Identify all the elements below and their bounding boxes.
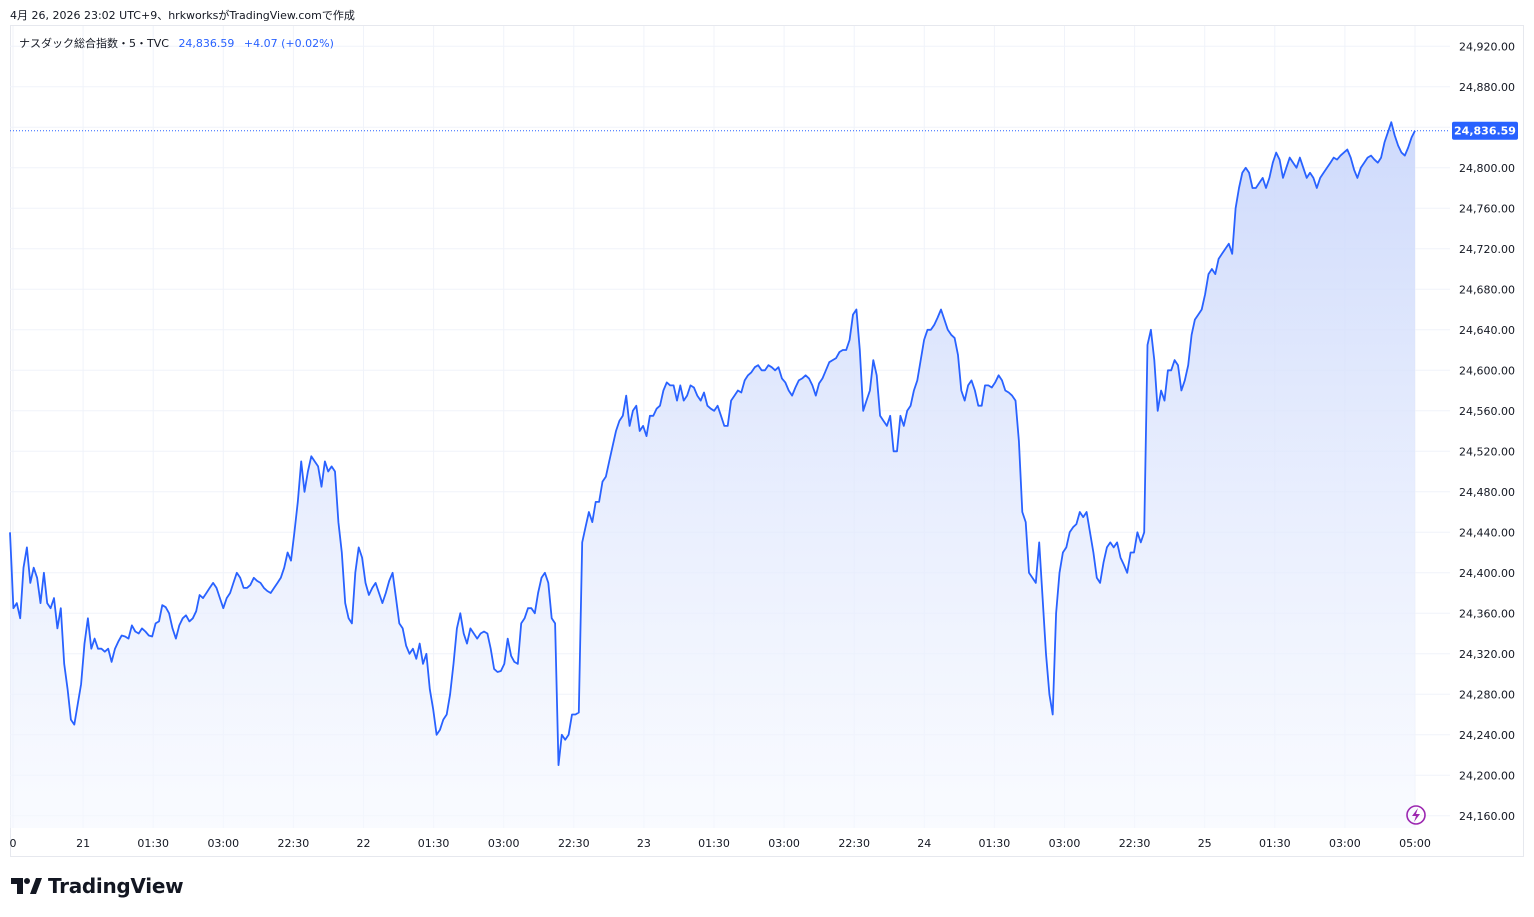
y-tick-label: 24,240.00 <box>1459 729 1515 742</box>
x-tick-label: 21 <box>76 837 90 850</box>
x-tick-label: 01:30 <box>1259 837 1291 850</box>
legend-symbol[interactable]: ナスダック総合指数・5・TVC <box>19 37 169 50</box>
x-tick-label: 03:00 <box>488 837 520 850</box>
price-area-fill <box>10 122 1415 828</box>
last-price-label: 24,836.59 <box>1454 125 1516 138</box>
y-tick-label: 24,600.00 <box>1459 364 1515 377</box>
x-tick-label: 01:30 <box>418 837 450 850</box>
legend-price: 24,836.59 <box>178 37 235 50</box>
y-tick-label: 24,560.00 <box>1459 405 1515 418</box>
x-tick-label: 05:00 <box>1399 837 1431 850</box>
chart-caption: 4月 26, 2026 23:02 UTC+9、hrkworksがTrading… <box>10 9 355 22</box>
x-tick-label: 22:30 <box>1119 837 1151 850</box>
x-tick-label: 24 <box>917 837 931 850</box>
x-tick-label: 01:30 <box>137 837 169 850</box>
y-tick-label: 24,480.00 <box>1459 486 1515 499</box>
x-tick-label: 01:30 <box>698 837 730 850</box>
price-line <box>9 121 1416 766</box>
brand-name: TradingView <box>48 874 184 898</box>
lightning-icon[interactable] <box>1406 805 1426 825</box>
y-tick-label: 24,520.00 <box>1459 445 1515 458</box>
x-tick-label: 22:30 <box>838 837 870 850</box>
y-tick-label: 24,200.00 <box>1459 769 1515 782</box>
y-tick-label: 24,680.00 <box>1459 283 1515 296</box>
brand[interactable]: TradingView <box>10 874 184 898</box>
x-tick-label: 22 <box>357 837 371 850</box>
chart-frame <box>10 25 1524 857</box>
x-tick-label: 23 <box>637 837 651 850</box>
y-tick-label: 24,800.00 <box>1459 162 1515 175</box>
y-tick-label: 24,280.00 <box>1459 688 1515 701</box>
y-tick-label: 24,440.00 <box>1459 526 1515 539</box>
last-price-badge <box>1452 121 1518 140</box>
y-tick-label: 24,360.00 <box>1459 607 1515 620</box>
tradingview-logo-icon <box>11 878 42 894</box>
x-tick-label: 0 <box>10 837 17 850</box>
x-tick-label: 22:30 <box>558 837 590 850</box>
x-tick-label: 03:00 <box>207 837 239 850</box>
legend: ナスダック総合指数・5・TVC 24,836.59 +4.07 (+0.02%) <box>19 35 334 51</box>
x-tick-label: 03:00 <box>1049 837 1081 850</box>
y-tick-label: 24,760.00 <box>1459 202 1515 215</box>
y-tick-label: 24,720.00 <box>1459 243 1515 256</box>
x-tick-label: 25 <box>1198 837 1212 850</box>
y-tick-label: 24,640.00 <box>1459 324 1515 337</box>
y-tick-label: 24,880.00 <box>1459 81 1515 94</box>
legend-change: +4.07 (+0.02%) <box>243 37 334 50</box>
y-tick-label: 24,400.00 <box>1459 567 1515 580</box>
x-tick-label: 03:00 <box>1329 837 1361 850</box>
y-tick-label: 24,320.00 <box>1459 648 1515 661</box>
x-tick-label: 03:00 <box>768 837 800 850</box>
x-tick-label: 22:30 <box>278 837 310 850</box>
y-tick-label: 24,160.00 <box>1459 810 1515 823</box>
y-tick-label: 24,920.00 <box>1459 40 1515 53</box>
x-tick-label: 01:30 <box>979 837 1011 850</box>
